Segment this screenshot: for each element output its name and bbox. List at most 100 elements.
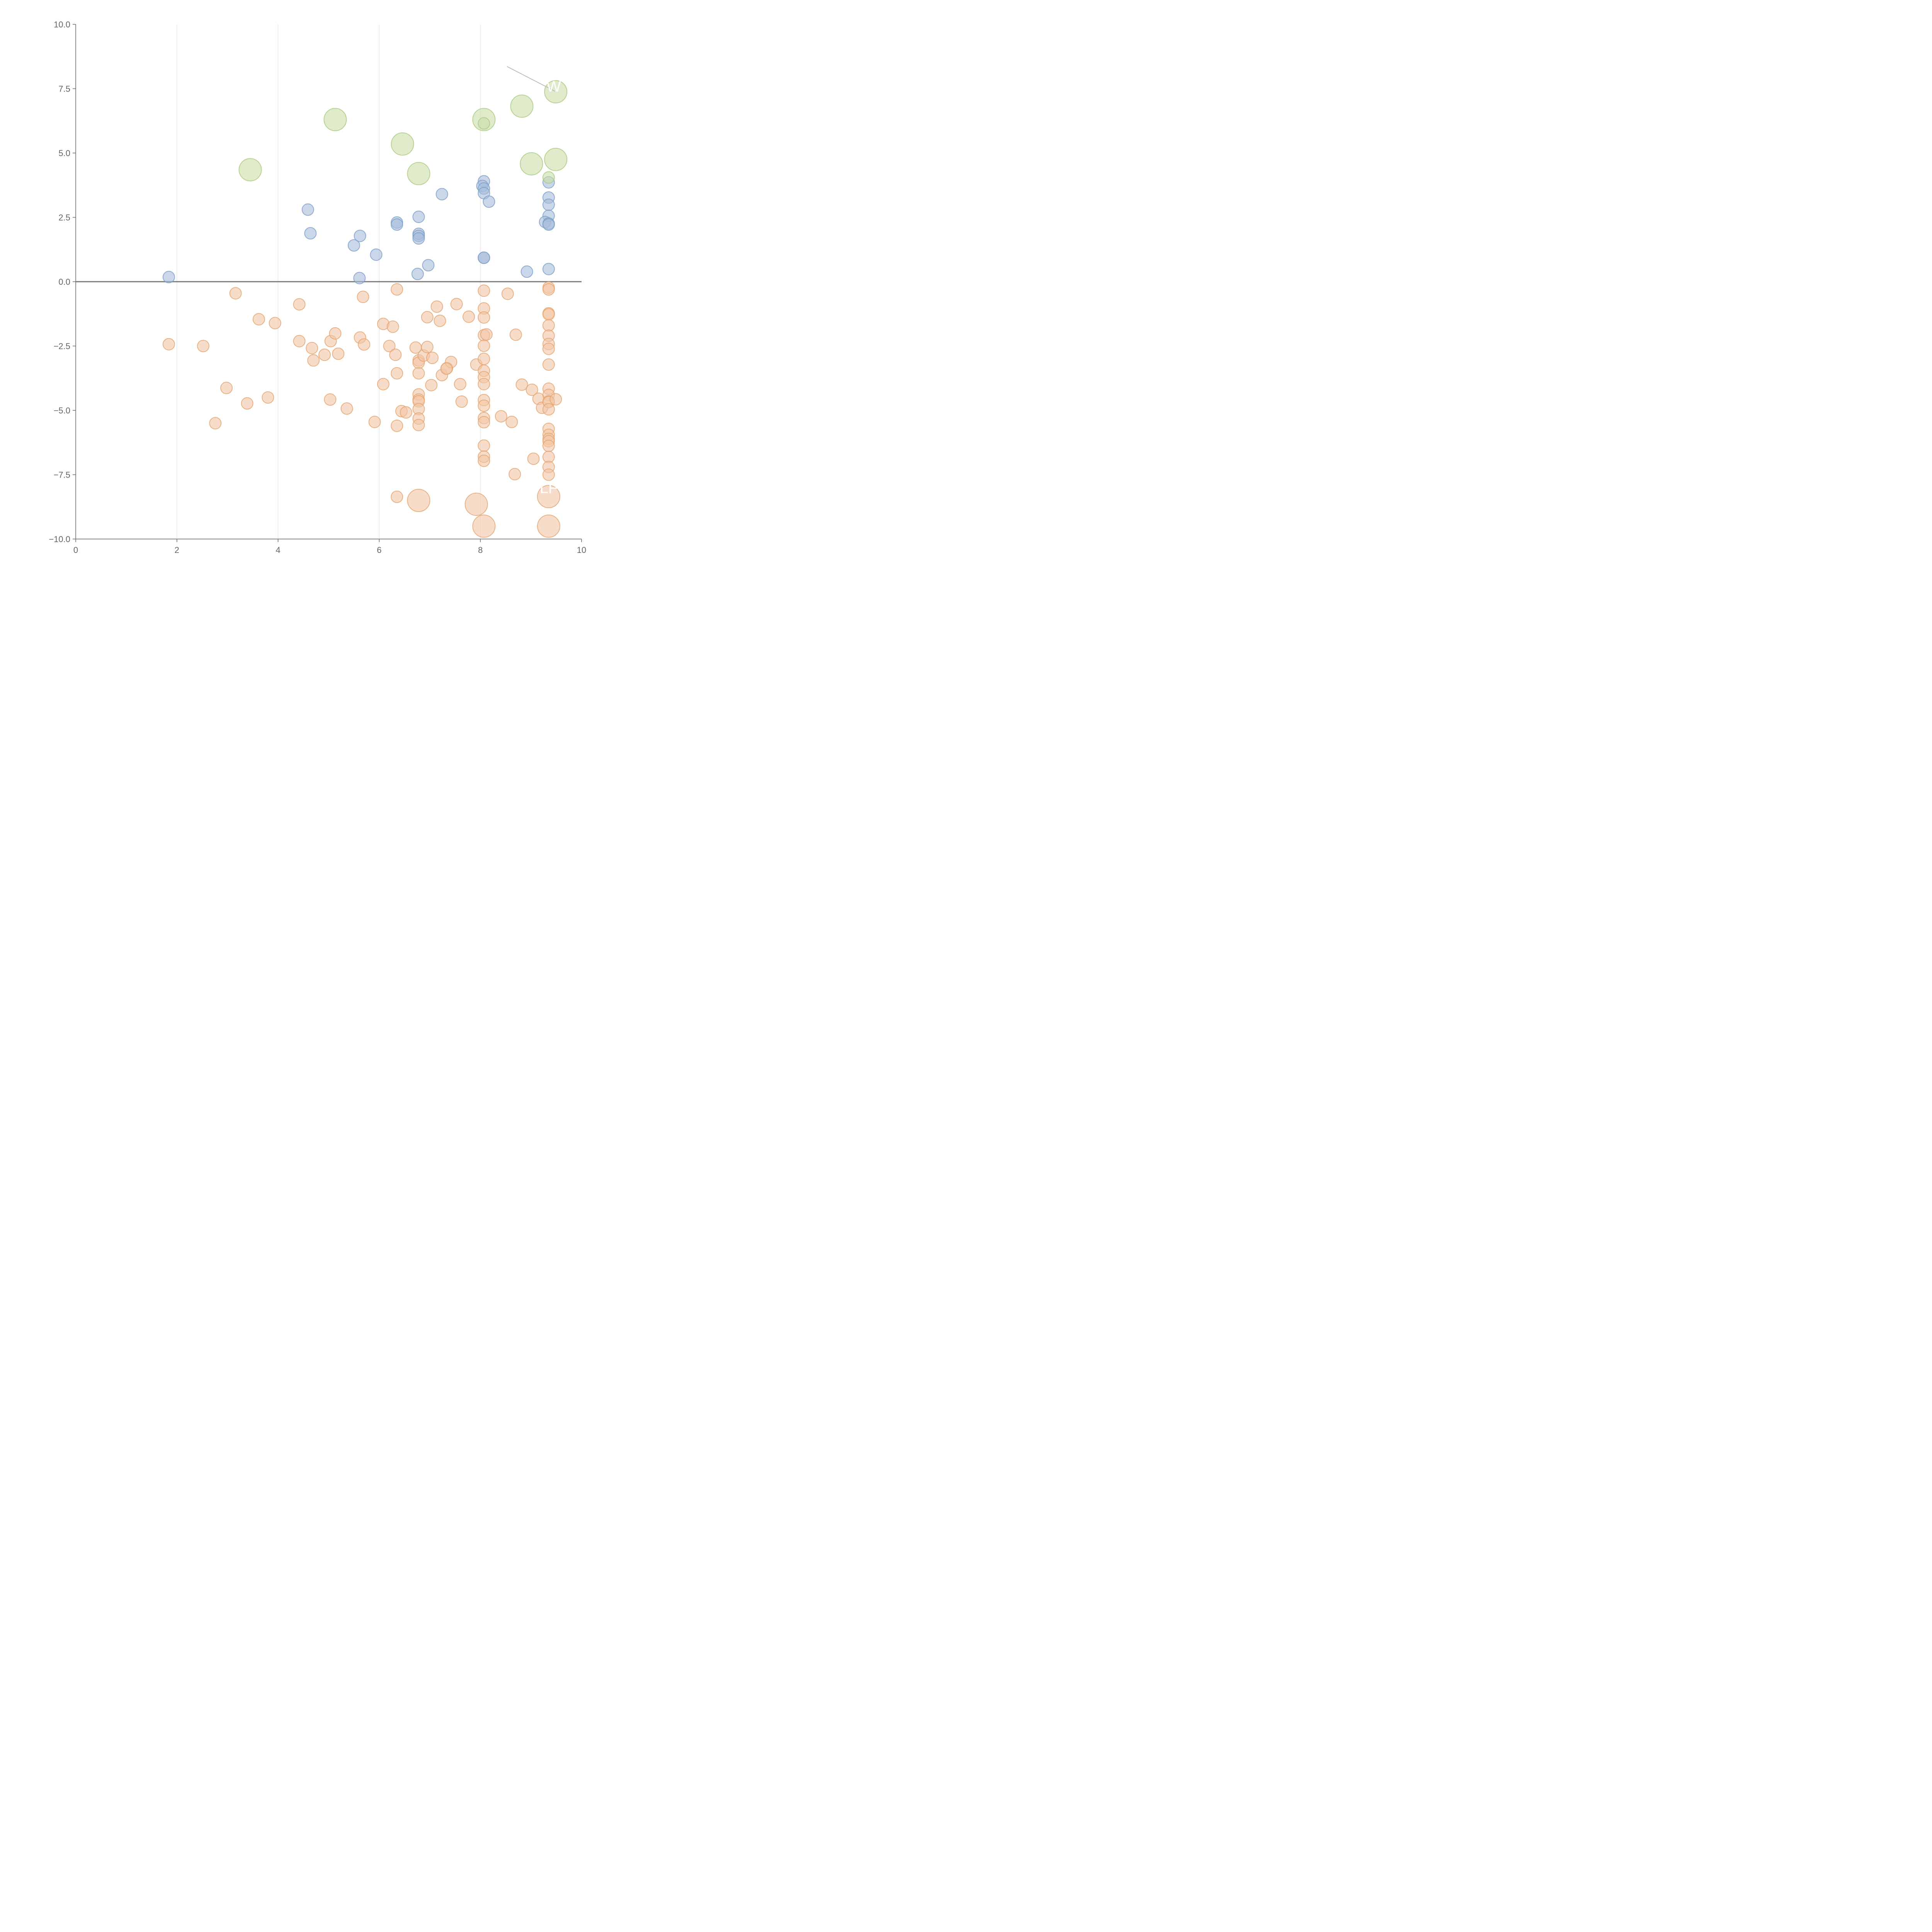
data-point (391, 283, 403, 296)
data-point (505, 415, 518, 428)
data-point (323, 108, 347, 131)
data-point (407, 489, 430, 512)
data-point (293, 298, 306, 311)
data-point (542, 198, 555, 211)
annotation-label: W (546, 78, 561, 95)
series-3 (238, 80, 568, 185)
y-tick-label: −7.5 (54, 470, 70, 480)
data-point (455, 395, 468, 408)
data-point (391, 367, 403, 380)
data-point (478, 117, 490, 130)
data-point (463, 310, 475, 323)
x-tick-label: 0 (73, 545, 78, 555)
y-tick-label: −5.0 (54, 406, 70, 415)
data-point (324, 393, 337, 406)
annotations: W LF (507, 66, 561, 497)
data-point (400, 406, 412, 419)
x-tick-label: 10 (577, 545, 586, 555)
series-1 (162, 281, 562, 503)
data-point (480, 328, 493, 341)
data-point (262, 391, 274, 404)
data-point (510, 94, 534, 118)
data-point (537, 485, 560, 509)
y-tick-label: 2.5 (58, 213, 70, 223)
data-point (241, 397, 253, 410)
data-point (386, 320, 399, 333)
data-point (304, 227, 317, 240)
data-point (391, 132, 414, 156)
data-point (478, 400, 490, 412)
data-point (542, 439, 555, 452)
y-tick-label: −2.5 (54, 342, 70, 351)
data-point (542, 403, 555, 416)
x-tick-label: 8 (478, 545, 483, 555)
data-point (162, 271, 175, 284)
data-point (537, 514, 560, 538)
data-point (407, 162, 430, 185)
data-point (229, 287, 242, 299)
data-point (357, 291, 369, 303)
data-point (269, 317, 281, 330)
data-point (526, 383, 538, 396)
data-point (307, 354, 320, 367)
data-point (412, 418, 425, 431)
data-point (354, 230, 366, 242)
data-point (478, 416, 490, 429)
annotation-label: LF (540, 480, 558, 497)
data-point (542, 263, 555, 276)
data-point (162, 338, 175, 350)
series-0 (162, 175, 555, 284)
data-point (520, 152, 543, 175)
data-point (391, 218, 403, 231)
data-point (426, 352, 439, 364)
x-axis-ticks: 0 2 4 6 8 10 (73, 539, 586, 555)
data-point (542, 171, 555, 184)
data-point (440, 362, 453, 375)
data-point (353, 272, 366, 284)
data-point (252, 313, 265, 326)
data-point (527, 452, 540, 465)
data-point (435, 188, 448, 201)
data-point (478, 252, 490, 264)
data-point (301, 203, 314, 216)
data-point (383, 340, 396, 352)
y-tick-label: 0.0 (58, 277, 70, 287)
data-point (542, 218, 555, 231)
scatter-chart: 10.0 7.5 5.0 2.5 0.0 −2.5 −5.0 −7.5 −10.0 0 2 4 6 8 1… (49, 20, 586, 555)
data-point (306, 342, 318, 354)
y-tick-label: 5.0 (58, 148, 70, 158)
data-point (544, 148, 568, 171)
data-point (370, 248, 383, 261)
data-point (515, 378, 528, 391)
x-tick-label: 6 (377, 545, 381, 555)
y-tick-label: 7.5 (58, 84, 70, 94)
data-point (478, 339, 490, 352)
data-point (495, 410, 507, 423)
y-tick-label: −10.0 (49, 534, 70, 544)
data-point (422, 259, 435, 272)
data-point (509, 468, 521, 481)
data-point (542, 308, 555, 321)
data-point (434, 315, 446, 327)
data-point (478, 439, 490, 452)
data-point (483, 195, 495, 208)
data-point (421, 311, 434, 323)
data-point (412, 211, 425, 223)
data-point (347, 239, 360, 252)
data-point (454, 378, 466, 391)
x-tick-label: 2 (175, 545, 179, 555)
data-point (368, 415, 381, 428)
y-tick-label: 10.0 (54, 20, 70, 29)
series-2 (407, 485, 560, 538)
data-point (332, 347, 345, 360)
data-point (478, 378, 490, 391)
data-point (450, 298, 463, 310)
data-point (412, 367, 425, 380)
y-axis-ticks: 10.0 7.5 5.0 2.5 0.0 −2.5 −5.0 −7.5 −10.0 (49, 20, 76, 544)
data-point (472, 514, 496, 538)
data-point (425, 379, 438, 391)
data-point (542, 342, 555, 355)
data-point (464, 493, 488, 516)
data-point (209, 417, 222, 430)
data-point (542, 319, 555, 332)
